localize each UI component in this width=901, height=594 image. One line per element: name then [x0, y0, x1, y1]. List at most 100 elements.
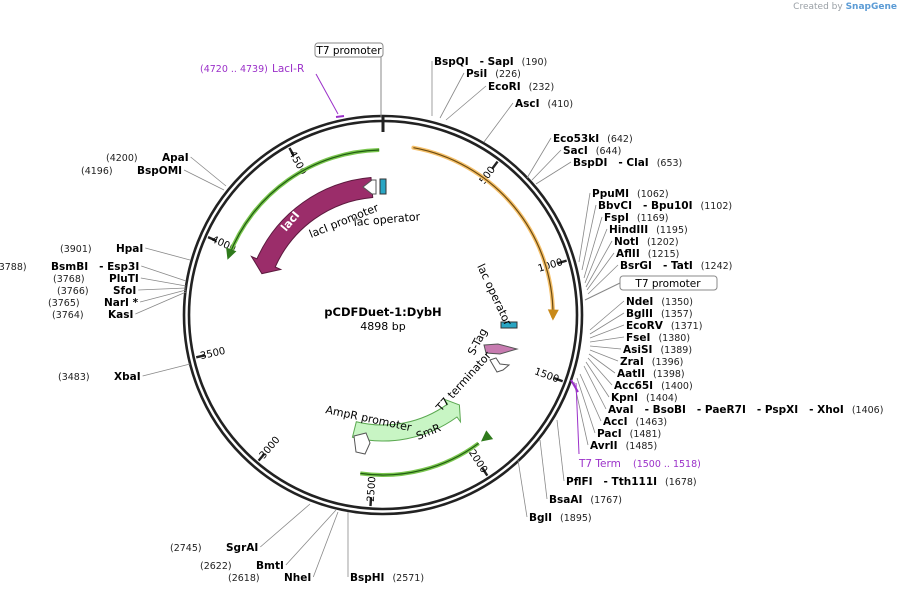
s-tag-box[interactable]: [483, 343, 519, 355]
site-asci[interactable]: AscI (410): [483, 98, 574, 143]
site-leader: [260, 503, 311, 548]
site-leader: [576, 377, 596, 434]
site-fsei[interactable]: FseI (1380): [589, 332, 690, 344]
svg-text:SacI: SacI: [563, 145, 588, 157]
site-position: (1398): [653, 369, 685, 380]
site-asisi[interactable]: AsiSI (1389): [589, 344, 692, 356]
site-position: (1195): [656, 225, 688, 236]
site-noti[interactable]: NotI (1202): [585, 236, 679, 288]
site-name-asisi: AsiSI: [623, 344, 652, 356]
tick-mark-500: [491, 160, 499, 170]
smr-feature-arrow[interactable]: [351, 398, 462, 442]
site-xbai[interactable]: XbaI (3483): [58, 363, 191, 383]
site-nari[interactable]: NarI * (3765): [48, 289, 187, 309]
site-aflii[interactable]: AflII (1215): [586, 248, 680, 291]
site-position: (1767): [590, 495, 622, 506]
site-name-bsmbi: BsmBI: [51, 261, 88, 273]
svg-text:BspDI - ClaI: BspDI - ClaI: [573, 157, 649, 169]
site-bsaai[interactable]: BsaAI (1767): [539, 439, 622, 506]
lac-operator-top-box[interactable]: [379, 178, 387, 195]
site-bsrgi[interactable]: BsrGI - TatI (1242): [587, 260, 732, 295]
site-kpni[interactable]: KpnI (1404): [585, 361, 678, 404]
site-leader: [312, 511, 339, 578]
site-position: (410): [548, 99, 574, 110]
site-sgrai[interactable]: SgrAI (2745): [170, 503, 311, 554]
tick-mark-3500: [195, 354, 206, 359]
svg-text:AvaI - BsoBI - PaeR7I -: AvaI - BsoBI - PaeR7I - PspXI - XhoI: [608, 404, 844, 416]
site-ecori[interactable]: EcoRI (232): [445, 81, 554, 121]
svg-text:BmtI: BmtI: [256, 560, 284, 572]
site-bmti[interactable]: BmtI (2622): [200, 509, 337, 572]
tick-label-1000: 1000: [537, 257, 565, 275]
site-position: (1215): [648, 249, 680, 260]
site-bsphi[interactable]: BspHI (2571): [347, 512, 424, 584]
tick-mark-2500: [369, 497, 373, 507]
svg-text:HpaI: HpaI: [116, 243, 143, 255]
site-bspqi[interactable]: BspQI - SapI (190): [431, 56, 547, 116]
site-hpai[interactable]: HpaI (3901): [60, 243, 191, 261]
site-bbvci[interactable]: BbvCI - Bpu10I (1102): [581, 200, 732, 271]
site-avai[interactable]: AvaI - BsoBI - PaeR7I - PspXI - XhoI (140…: [583, 365, 883, 416]
site-name-xbai: XbaI: [114, 371, 141, 383]
site-name-nari: NarI *: [104, 297, 139, 309]
svg-text:BspQI - SapI: BspQI - SapI: [434, 56, 514, 68]
t7-terminator-label: T7 terminator: [433, 349, 494, 415]
laci-r-marker: [335, 115, 345, 118]
site-zrai[interactable]: ZraI (1396): [589, 349, 683, 368]
site-bglii[interactable]: BglII (1357): [589, 308, 693, 335]
site-name-tati: - TatI: [663, 260, 693, 272]
site-acc65i[interactable]: Acc65I (1400): [587, 357, 693, 392]
site-name-tth111i: - Tth111I: [604, 476, 658, 488]
site-bsmbi[interactable]: BsmBI - Esp3I (3788): [0, 261, 187, 282]
site-name-nhei: NheI: [284, 572, 311, 584]
site-kasi[interactable]: KasI (3764): [52, 291, 187, 321]
svg-text:SfoI: SfoI: [113, 285, 136, 297]
site-name-asci: AscI: [515, 98, 540, 110]
site-nhei[interactable]: NheI (2618): [228, 511, 339, 584]
site-name-aatii: AatII: [617, 368, 645, 380]
site-ppumi[interactable]: PpuMI (1062): [578, 188, 669, 263]
site-aatii[interactable]: AatII (1398): [588, 353, 685, 380]
svg-text:XbaI: XbaI: [114, 371, 141, 383]
site-pluti[interactable]: PluTI (3768): [53, 273, 187, 287]
site-fspi[interactable]: FspI (1169): [583, 212, 668, 279]
ampr-promoter-arrow[interactable]: [353, 432, 371, 455]
site-leader: [141, 265, 187, 282]
t7-promoter-right-box[interactable]: [619, 275, 718, 291]
site-position: (3788): [0, 262, 27, 273]
t7-promoter-right-label: T7 promoter: [634, 278, 701, 290]
site-name-pluti: PluTI: [109, 273, 139, 285]
laci-promoter-arrow[interactable]: [362, 179, 377, 195]
lac-operator-right-box[interactable]: [500, 321, 518, 329]
site-bspdi[interactable]: BspDI - ClaI (653): [535, 157, 682, 185]
t7-terminator-glyph[interactable]: [489, 357, 511, 373]
site-name-sapi: - SapI: [480, 56, 514, 68]
t7-promoter-top-box[interactable]: [314, 42, 384, 58]
site-acci[interactable]: AccI (1463): [579, 373, 667, 428]
site-name-zrai: ZraI: [620, 356, 644, 368]
site-bgli[interactable]: BglI (1895): [517, 459, 592, 524]
site-eco53ki[interactable]: Eco53kI (642): [526, 133, 633, 179]
site-pflfi[interactable]: PflFI - Tth111I (1678): [556, 419, 697, 488]
credit-prefix: Created by: [793, 2, 843, 12]
site-sfoi[interactable]: SfoI (3766): [57, 285, 187, 297]
site-ndei[interactable]: NdeI (1350): [589, 296, 693, 331]
site-name-acc65i: Acc65I: [614, 380, 653, 392]
site-name-kasi: KasI: [108, 309, 133, 321]
site-bspomi[interactable]: BspOMI (4196): [81, 165, 225, 191]
laci-feature-arrow[interactable]: [250, 176, 374, 275]
site-leader: [439, 72, 465, 119]
site-leader: [526, 137, 552, 179]
site-ecorv[interactable]: EcoRV (1371): [589, 320, 702, 339]
site-position: (1380): [658, 333, 690, 344]
site-apai[interactable]: ApaI (4200): [106, 152, 227, 187]
svg-text:ZraI: ZraI: [620, 356, 644, 368]
site-position: (1678): [665, 477, 697, 488]
svg-text:NotI: NotI: [614, 236, 639, 248]
site-saci[interactable]: SacI (644): [531, 145, 621, 181]
site-name-bmti: BmtI: [256, 560, 284, 572]
site-paci[interactable]: PacI (1481): [576, 377, 661, 440]
site-name-bbvci: BbvCI: [598, 200, 632, 212]
site-psii[interactable]: PsiI (226): [439, 68, 521, 119]
site-hindiii[interactable]: HindIII (1195): [584, 224, 688, 284]
